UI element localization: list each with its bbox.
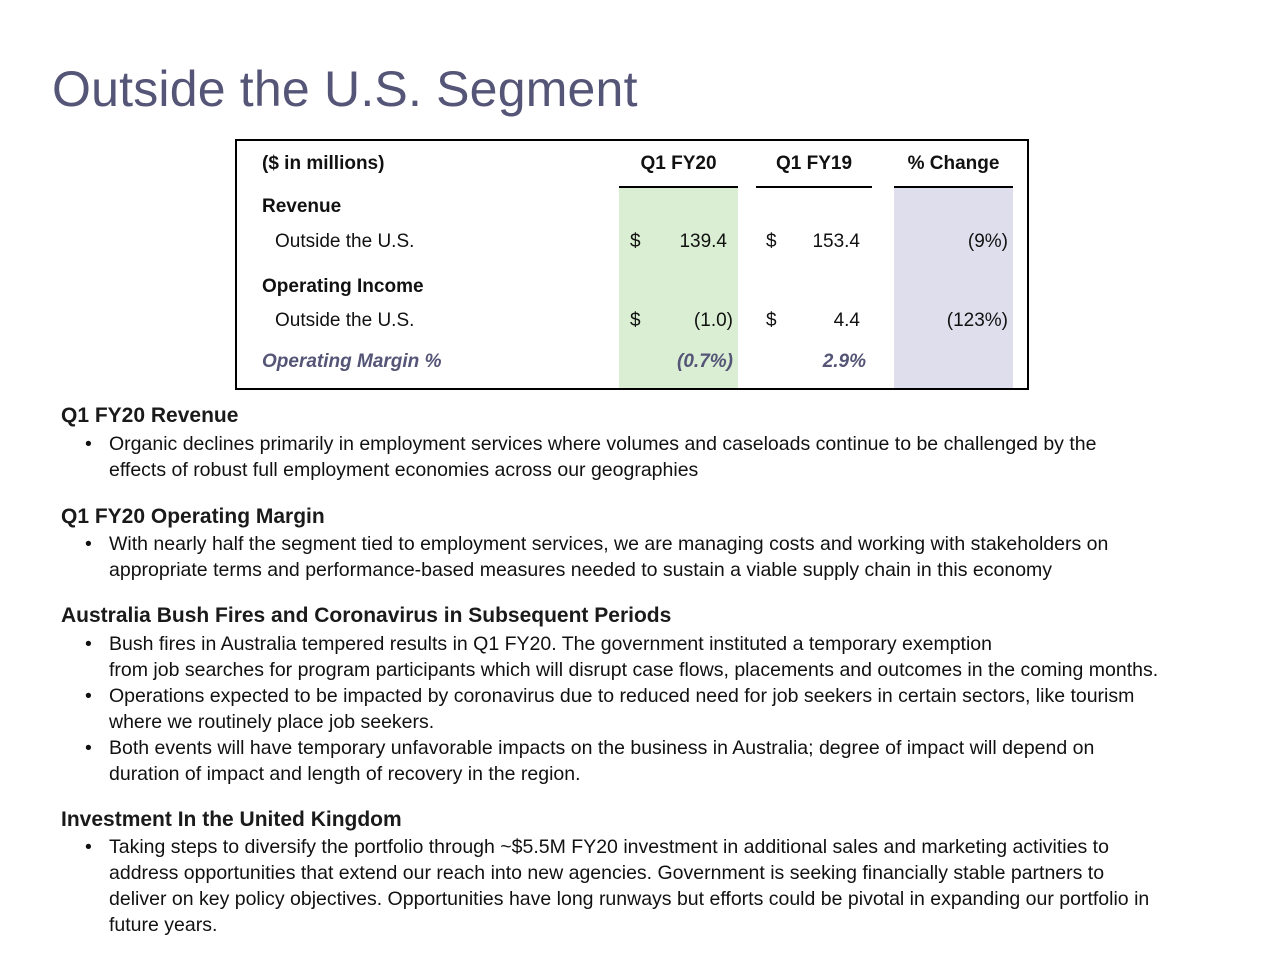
revenue-change-value: (9%) [967, 231, 1008, 252]
operating-income-heading: Operating Income [262, 276, 424, 297]
bullet-dot: • [85, 633, 92, 655]
operating-margin-label: Operating Margin % [262, 351, 442, 372]
revenue-q1fy19-currency: $ [766, 231, 777, 252]
bullet-australia-3: • Both events will have temporary unfavo… [85, 735, 1269, 787]
bullet-margin-1: • With nearly half the segment tied to e… [85, 531, 1269, 583]
col-header-q1fy20: Q1 FY20 [640, 153, 717, 174]
margin-q1fy20-value: (0.7%) [677, 351, 733, 372]
revenue-q1fy20-value: 139.4 [679, 231, 727, 252]
bullet-line: Taking steps to diversify the portfolio … [109, 836, 1109, 858]
revenue-heading: Revenue [262, 196, 342, 217]
bullet-line: address opportunities that extend our re… [109, 862, 1105, 884]
header-underline-q1fy20 [619, 186, 738, 188]
revenue-row-label: Outside the U.S. [275, 231, 415, 252]
bullet-dot: • [85, 533, 92, 555]
bullet-line: Both events will have temporary unfavora… [109, 737, 1095, 759]
revenue-q1fy19-value: 153.4 [812, 231, 860, 252]
bullet-line: effects of robust full employment econom… [109, 459, 699, 481]
bullet-revenue-1: • Organic declines primarily in employme… [85, 431, 1269, 483]
header-underline-change [894, 186, 1013, 188]
bullet-line: With nearly half the segment tied to emp… [109, 533, 1109, 555]
opinc-q1fy19-currency: $ [766, 310, 777, 331]
bullet-line: deliver on key policy objectives. Opport… [109, 888, 1150, 910]
bullet-australia-2: • Operations expected to be impacted by … [85, 683, 1269, 735]
bullet-dot: • [85, 433, 92, 455]
opinc-change-value: (123%) [946, 310, 1008, 331]
opinc-q1fy20-value: (1.0) [693, 310, 733, 331]
header-underline-q1fy19 [756, 186, 872, 188]
bullet-line: Organic declines primarily in employment… [109, 433, 1097, 455]
section-heading-uk: Investment In the United Kingdom [61, 808, 402, 831]
bullet-line: where we routinely place job seekers. [109, 711, 435, 733]
col-header-change: % Change [907, 153, 1000, 174]
col-header-q1fy19: Q1 FY19 [775, 153, 853, 174]
operating-income-row-label: Outside the U.S. [275, 310, 415, 331]
bullet-line: future years. [109, 914, 218, 936]
bullet-uk-1: • Taking steps to diversify the portfoli… [85, 834, 1269, 938]
bullet-line: Bush fires in Australia tempered results… [109, 633, 992, 655]
bullet-line: from job searches for program participan… [109, 659, 1159, 681]
units-label: ($ in millions) [262, 153, 385, 174]
change-column-highlight [894, 186, 1013, 388]
bullet-dot: • [85, 737, 92, 759]
q1fy20-column-highlight [619, 186, 738, 388]
bullet-australia-1: • Bush fires in Australia tempered resul… [85, 631, 1269, 683]
revenue-q1fy20-currency: $ [630, 231, 641, 252]
opinc-q1fy20-currency: $ [630, 310, 641, 331]
financial-table: ($ in millions) Q1 FY20 Q1 FY19 % Change… [235, 139, 1029, 390]
section-heading-australia: Australia Bush Fires and Coronavirus in … [61, 604, 672, 627]
page-title: Outside the U.S. Segment [52, 61, 638, 117]
bullet-line: Operations expected to be impacted by co… [109, 685, 1135, 707]
bullet-line: appropriate terms and performance-based … [109, 559, 1053, 581]
section-heading-operating-margin: Q1 FY20 Operating Margin [61, 505, 325, 528]
section-heading-revenue: Q1 FY20 Revenue [61, 404, 239, 427]
opinc-q1fy19-value: 4.4 [833, 310, 860, 331]
bullet-dot: • [85, 685, 92, 707]
margin-q1fy19-value: 2.9% [822, 351, 866, 372]
bullet-dot: • [85, 836, 92, 858]
bullet-line: duration of impact and length of recover… [109, 763, 581, 785]
